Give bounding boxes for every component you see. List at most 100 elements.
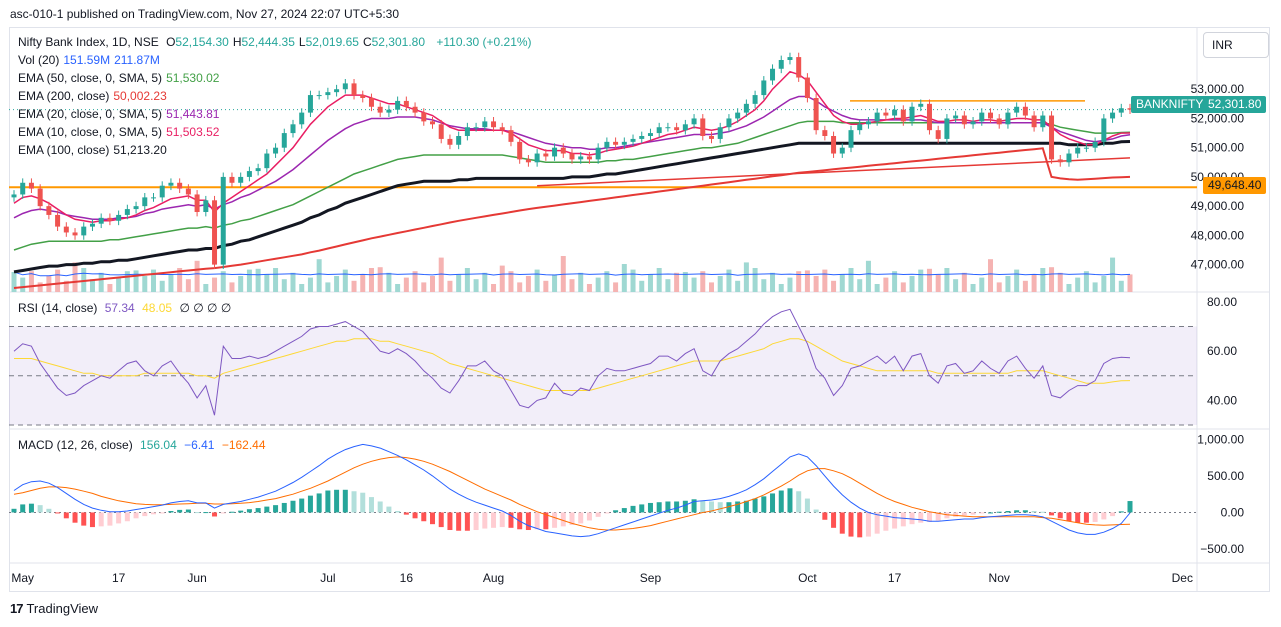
macd-histogram-bar: [11, 508, 17, 513]
macd-histogram-bar: [1110, 512, 1116, 517]
candle-body: [621, 141, 627, 145]
ema-20-line: [13, 95, 1131, 221]
candle-body: [578, 156, 584, 160]
macd-histogram-bar: [360, 492, 366, 513]
legend-row-label: EMA (20, close, 0, SMA, 5): [18, 107, 163, 121]
candle-body: [970, 121, 976, 125]
volume-bar: [569, 279, 575, 292]
rsi-empty-values: ∅ ∅ ∅ ∅: [179, 301, 232, 315]
volume-bar: [482, 272, 488, 292]
legend-title-row: Nifty Bank Index, 1D, NSE O52,154.30 H52,…: [18, 33, 536, 51]
ohlc-value-o: 52,154.30: [175, 35, 229, 49]
candle-body: [473, 127, 479, 129]
candle-body: [613, 141, 619, 145]
candle-body: [857, 124, 863, 131]
candle-body: [456, 136, 462, 145]
legend-row[interactable]: EMA (50, close, 0, SMA, 5) 51,530.02: [18, 69, 536, 87]
volume-bar: [578, 272, 584, 292]
volume-bar: [194, 260, 200, 292]
macd-title[interactable]: MACD (12, 26, close): [18, 438, 133, 452]
candle-body: [316, 95, 322, 97]
volume-bar: [412, 271, 418, 292]
currency-selector[interactable]: INR: [1203, 32, 1269, 58]
candle-body: [430, 121, 435, 125]
volume-bar: [613, 282, 619, 292]
candle-body: [1014, 106, 1020, 113]
volume-bar: [1014, 269, 1020, 292]
macd-histogram-bar: [604, 512, 610, 514]
macd-histogram-bar: [909, 512, 915, 525]
candle-body: [395, 100, 401, 110]
candle-body: [246, 171, 252, 177]
candle-body: [28, 182, 34, 189]
candle-body: [89, 223, 95, 227]
macd-histogram-bar: [299, 498, 305, 513]
candle-body: [726, 118, 732, 128]
candle-body: [168, 182, 174, 186]
volume-bar: [735, 280, 741, 292]
macd-histogram-bar: [281, 502, 287, 513]
volume-bar: [28, 271, 34, 292]
volume-bar: [1057, 272, 1063, 292]
macd-histogram-bar: [630, 505, 636, 513]
legend-row[interactable]: Vol (20) 151.59M 211.87M: [18, 51, 536, 69]
candle-body: [874, 112, 880, 122]
macd-histogram-bar: [63, 512, 69, 519]
ohlc-value-h: 52,444.35: [241, 35, 295, 49]
legend-row[interactable]: EMA (200, close) 50,002.23: [18, 87, 536, 105]
ohlc-value-c: 52,301.80: [371, 35, 426, 49]
macd-histogram-bar: [464, 512, 470, 531]
symbol-title[interactable]: Nifty Bank Index, 1D, NSE: [18, 35, 159, 49]
candle-body: [20, 182, 26, 195]
candle-body: [124, 209, 130, 215]
volume-bar: [464, 268, 470, 292]
macd-histogram-bar: [412, 512, 418, 519]
volume-bar: [281, 279, 287, 292]
candle-body: [98, 217, 104, 224]
macd-histogram-bar: [525, 512, 531, 531]
candle-body: [421, 112, 427, 122]
time-tick-label: Oct: [798, 571, 817, 585]
macd-histogram-value: 156.04: [140, 438, 177, 452]
macd-histogram-bar: [961, 512, 967, 516]
volume-bar: [255, 268, 261, 292]
tradingview-logo[interactable]: 17 TradingView: [10, 601, 98, 616]
volume-bar: [1049, 267, 1055, 292]
candle-body: [342, 83, 348, 90]
rsi-tick-label: 80.00: [1207, 295, 1237, 309]
candle-body: [586, 156, 592, 160]
macd-histogram-bar: [857, 512, 863, 538]
rsi-legend: RSI (14, close) 57.34 48.05 ∅ ∅ ∅ ∅: [18, 299, 235, 317]
volume-bar: [796, 271, 802, 292]
brand-name: TradingView: [26, 601, 99, 616]
ohlc-key-l: L: [298, 35, 306, 49]
legend-row[interactable]: EMA (100, close) 51,213.20: [18, 141, 536, 159]
rsi-title[interactable]: RSI (14, close): [18, 301, 98, 315]
volume-bar: [900, 282, 906, 292]
volume-bar: [273, 268, 279, 292]
candle-body: [831, 136, 837, 154]
volume-bar: [116, 277, 122, 292]
volume-bar: [691, 277, 697, 292]
legend-row[interactable]: EMA (20, close, 0, SMA, 5) 51,443.81: [18, 105, 536, 123]
candle-body: [1075, 147, 1081, 154]
legend-row[interactable]: EMA (10, close, 0, SMA, 5) 51,503.52: [18, 123, 536, 141]
candle-body: [979, 112, 985, 122]
macd-histogram-bar: [813, 509, 819, 513]
macd-histogram-bar: [168, 510, 174, 513]
volume-bar: [778, 284, 784, 292]
macd-histogram-bar: [534, 512, 540, 530]
candle-body: [229, 176, 235, 183]
macd-histogram-bar: [377, 501, 383, 513]
price-tick-label: 52,000.00: [1191, 111, 1245, 125]
candle-body: [1083, 147, 1089, 149]
volume-bar: [325, 282, 331, 292]
volume-bar: [909, 276, 915, 292]
ohlc-key-o: O: [166, 35, 176, 49]
macd-histogram-bar: [639, 504, 645, 513]
macd-histogram-bar: [212, 512, 218, 517]
candle-body: [151, 197, 156, 199]
candle-body: [1092, 141, 1098, 148]
candle-body: [55, 214, 61, 227]
